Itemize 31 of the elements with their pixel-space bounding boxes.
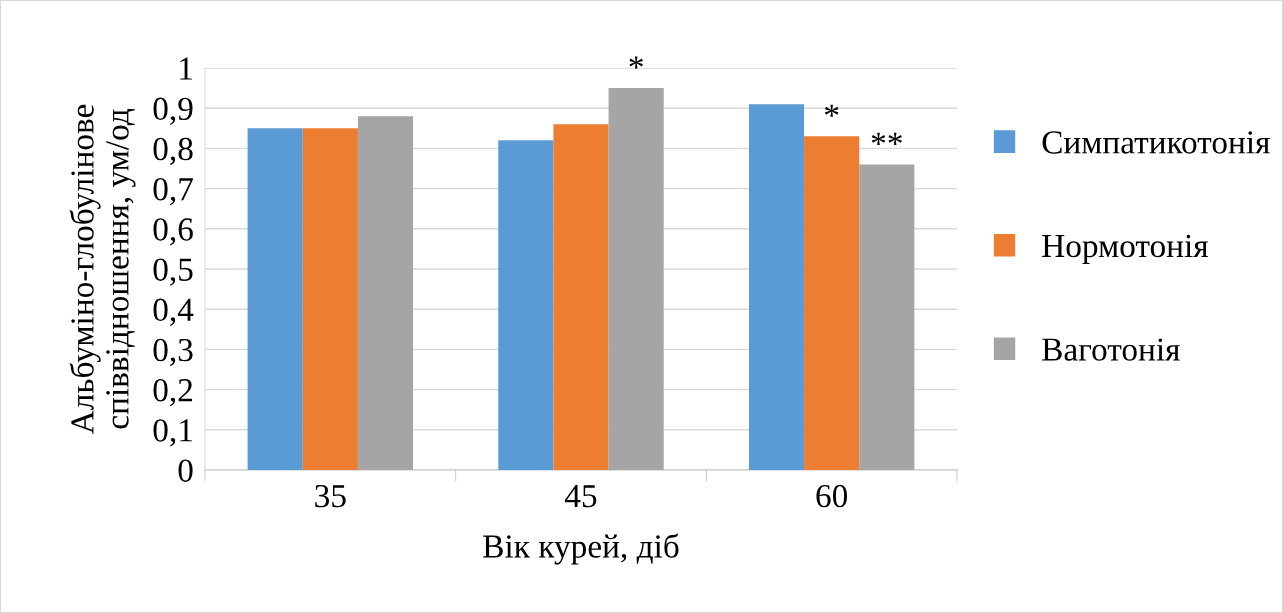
y-tick-label: 0,7 <box>153 178 193 206</box>
y-tick-label: 0,1 <box>153 419 192 447</box>
legend-label: Ваготонія <box>1042 338 1180 361</box>
x-tick-label: 35 <box>315 484 346 508</box>
data-label: * <box>629 56 643 69</box>
y-tick-label: 0,3 <box>153 338 193 367</box>
bar <box>859 164 915 470</box>
x-tick-label: 45 <box>564 485 597 508</box>
y-tick-label: 0,9 <box>153 97 193 125</box>
y-axis-title: Альбуміно-глобулінове співвідношення, ум/од <box>69 104 136 435</box>
y-tick-label: 0,6 <box>153 218 193 246</box>
data-label: ** <box>871 132 902 145</box>
y-tick-label: 0,2 <box>153 379 193 407</box>
legend-label: Симпатикотонія <box>1042 131 1270 154</box>
bar <box>498 140 554 470</box>
bar <box>247 128 303 470</box>
bar <box>804 136 860 470</box>
legend-label: Нормотонія <box>1042 234 1208 265</box>
x-tick-label: 60 <box>816 484 848 508</box>
bar <box>357 116 414 470</box>
bar <box>553 124 609 470</box>
y-tick-label: 0 <box>178 459 193 482</box>
y-tick-label: 0,4 <box>153 298 194 326</box>
y-tick-label: 0,5 <box>153 258 193 286</box>
y-tick-label: 0,8 <box>153 137 193 166</box>
bar <box>608 88 664 470</box>
x-axis-title: Вік курей, діб <box>483 533 679 565</box>
data-label: * <box>824 104 839 117</box>
bar <box>302 128 358 470</box>
bar <box>748 104 805 470</box>
y-tick-label: 1 <box>180 57 192 80</box>
